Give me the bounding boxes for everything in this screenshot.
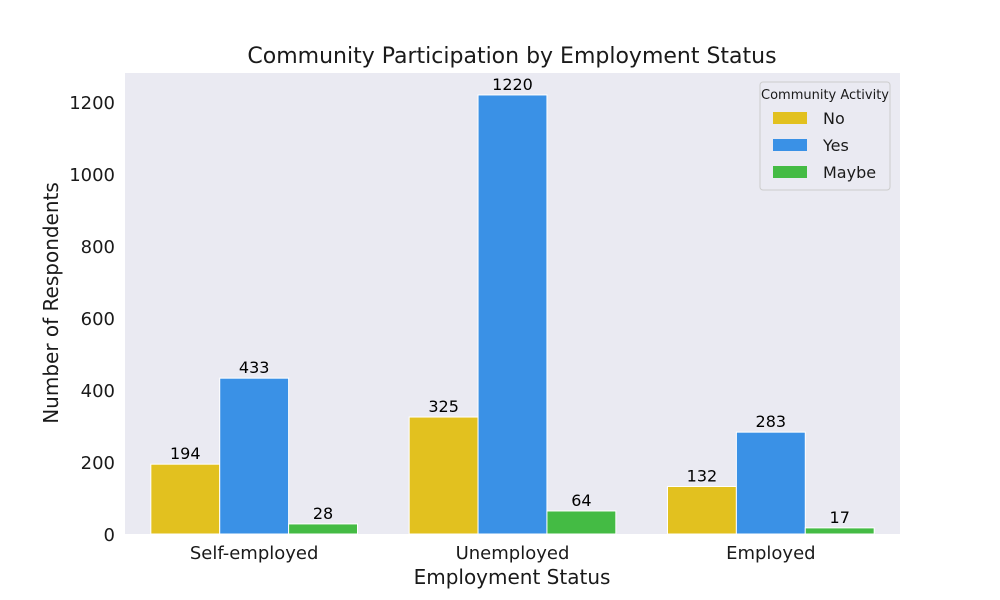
x-axis-label: Employment Status	[414, 565, 611, 589]
x-tick-label: Unemployed	[456, 543, 570, 564]
bar-value-label: 17	[830, 508, 850, 527]
bar-maybe-self-employed	[288, 523, 358, 535]
legend-items: No Yes Maybe	[773, 109, 876, 182]
legend-label-no: No	[823, 109, 845, 128]
bar-value-label: 433	[239, 358, 270, 377]
x-axis-ticks: Self-employed Unemployed Employed	[190, 543, 816, 564]
x-tick-label: Self-employed	[190, 543, 319, 564]
legend-label-yes: Yes	[822, 136, 849, 155]
bar-no-employed	[667, 485, 737, 535]
bar-no-unemployed	[408, 416, 479, 535]
bar-maybe-employed	[804, 527, 875, 535]
legend-box	[759, 81, 891, 191]
bar-yes-unemployed	[477, 94, 548, 535]
bar-value-label: 28	[313, 504, 333, 523]
bar-no-self-employed	[150, 463, 221, 535]
bar-yes-employed	[735, 431, 806, 535]
y-axis-label: Number of Respondents	[39, 182, 63, 424]
y-tick-label: 1000	[69, 165, 115, 186]
y-tick-label: 200	[81, 453, 115, 474]
legend-swatch-maybe	[773, 166, 807, 178]
y-tick-label: 0	[104, 525, 115, 546]
bar-value-label: 283	[756, 412, 787, 431]
y-tick-label: 800	[81, 237, 115, 258]
x-tick-label: Employed	[726, 543, 816, 564]
legend-swatch-no	[773, 112, 807, 124]
bar-value-label: 64	[571, 491, 591, 510]
legend-swatch-yes	[773, 139, 807, 151]
chart-title: Community Participation by Employment St…	[247, 44, 776, 69]
bar-value-label: 325	[428, 397, 459, 416]
legend-title: Community Activity	[761, 88, 889, 103]
bar-maybe-unemployed	[546, 510, 617, 535]
legend: Community Activity No Yes Maybe	[759, 81, 891, 191]
bar-value-label: 132	[687, 466, 718, 485]
bar-labels-group: 194 433 28 325 1220 64 132 283 17	[170, 75, 850, 527]
bar-yes-self-employed	[219, 377, 290, 535]
legend-label-maybe: Maybe	[823, 163, 876, 182]
y-tick-label: 400	[81, 381, 115, 402]
y-axis-ticks: 0 200 400 600 800 1000 1200	[69, 93, 115, 546]
y-tick-label: 1200	[69, 93, 115, 114]
bar-value-label: 1220	[492, 75, 533, 94]
bars-group	[150, 94, 875, 535]
bar-value-label: 194	[170, 444, 201, 463]
y-tick-label: 600	[81, 309, 115, 330]
